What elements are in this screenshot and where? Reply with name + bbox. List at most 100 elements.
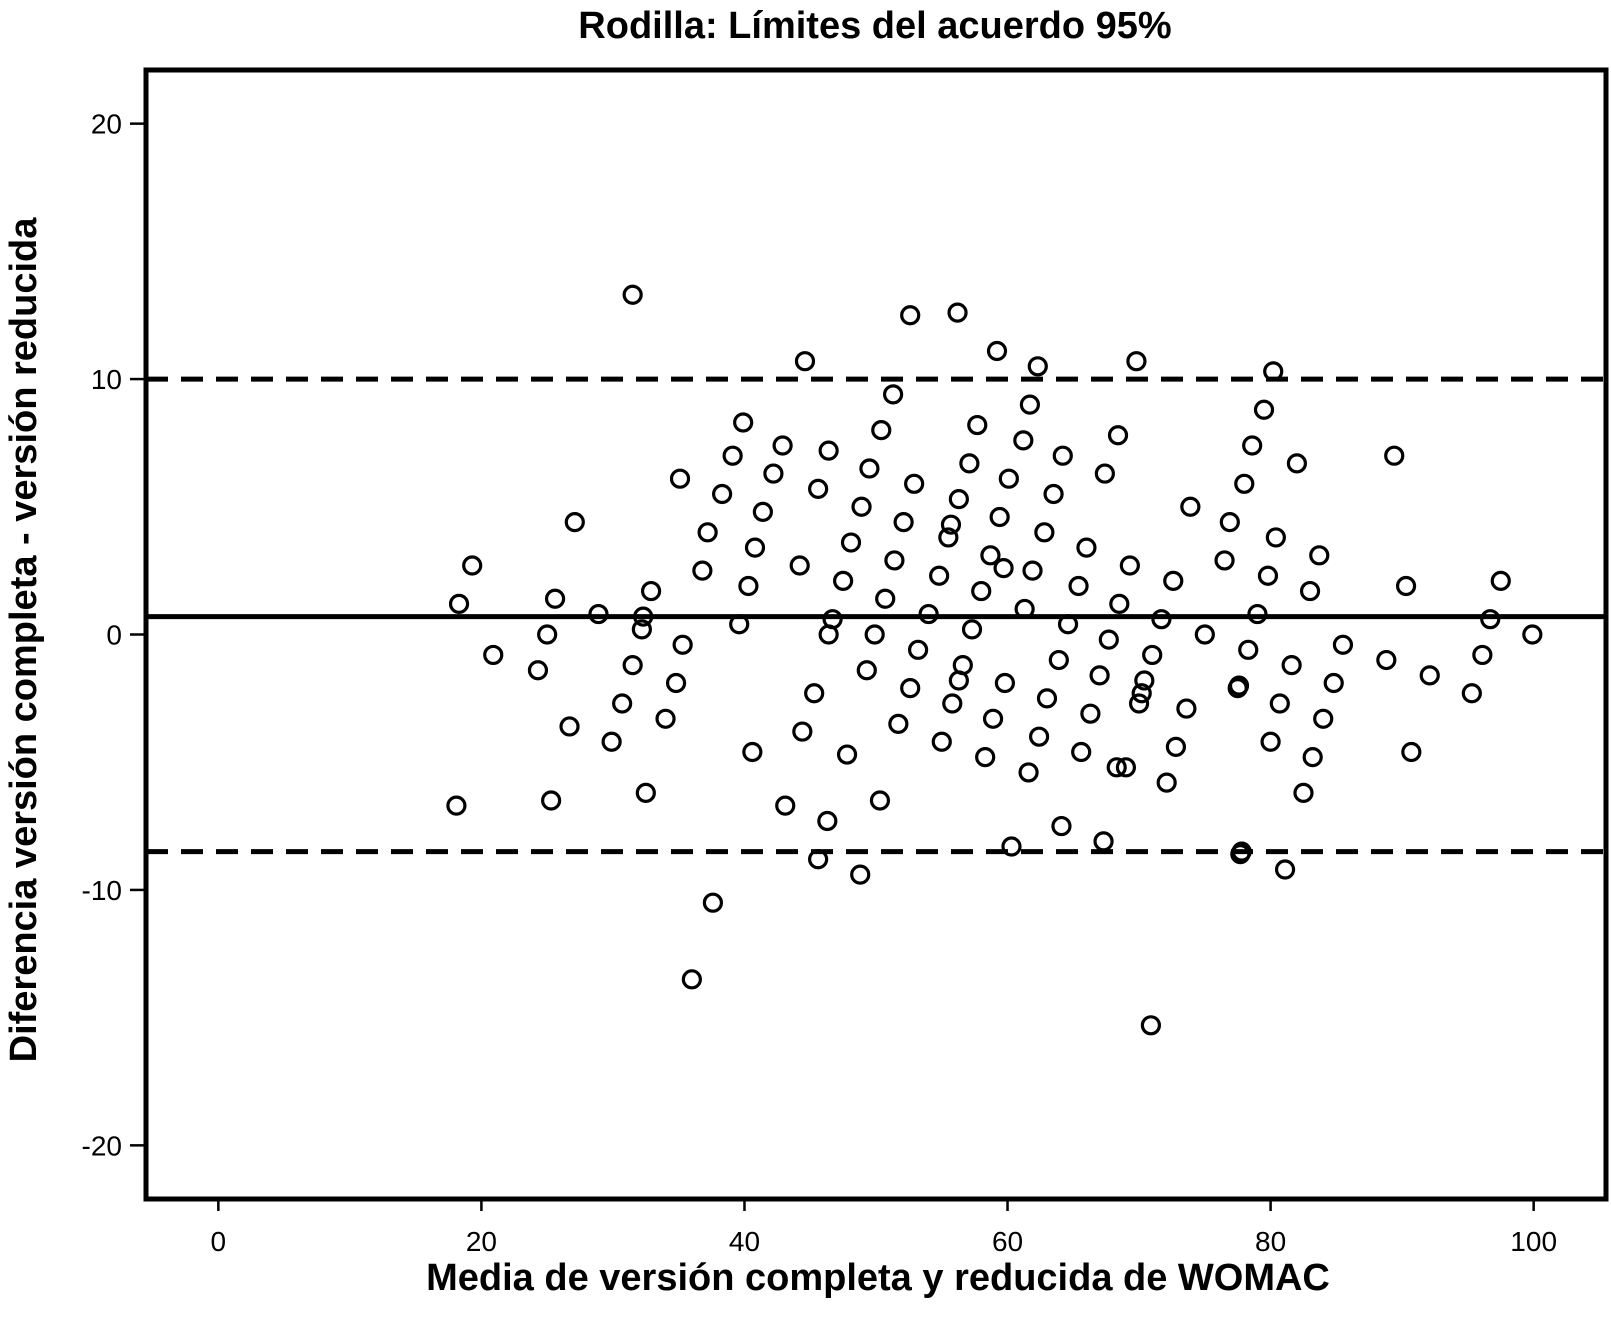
- data-point: [1048, 649, 1069, 671]
- data-point: [601, 731, 622, 752]
- data-point: [1227, 678, 1248, 699]
- data-point: [1194, 624, 1215, 645]
- data-point: [622, 655, 643, 676]
- data-point: [1214, 550, 1235, 571]
- data-point: [1242, 435, 1263, 456]
- data-point: [808, 478, 829, 500]
- data-point: [712, 483, 733, 505]
- data-point: [1115, 757, 1137, 778]
- data-point: [633, 606, 654, 627]
- data-point: [1052, 445, 1073, 466]
- data-point: [929, 565, 950, 586]
- data-point: [940, 514, 962, 535]
- data-point: [1001, 836, 1022, 857]
- data-point: [836, 744, 858, 765]
- data-point: [938, 527, 959, 548]
- data-point: [851, 496, 872, 517]
- data-point: [864, 624, 885, 645]
- data-point: [1269, 693, 1290, 714]
- data-point: [1472, 644, 1493, 666]
- data-point: [681, 969, 702, 990]
- data-point: [1080, 703, 1101, 724]
- data-point: [669, 468, 691, 489]
- data-point: [1253, 399, 1275, 420]
- data-point: [1176, 698, 1197, 719]
- data-point: [537, 624, 558, 645]
- data-point: [1376, 649, 1397, 671]
- data-point: [869, 790, 891, 811]
- data-point: [697, 522, 718, 543]
- x-tick-label: 100: [1510, 1226, 1557, 1257]
- data-point: [1107, 425, 1129, 446]
- y-axis-label: Diferencia versión completa - versión re…: [3, 217, 45, 1063]
- data-point: [907, 639, 929, 660]
- data-point: [1051, 815, 1072, 837]
- data-point: [1140, 1015, 1162, 1036]
- data-point: [763, 463, 784, 484]
- data-point: [1151, 609, 1172, 630]
- data-point: [1180, 496, 1201, 517]
- data-point: [665, 672, 687, 694]
- x-axis-label: Media de versión completa y reducida de …: [426, 1257, 1330, 1299]
- data-point: [1263, 361, 1284, 382]
- data-point: [888, 713, 909, 735]
- data-point: [612, 693, 633, 714]
- data-point: [1094, 463, 1115, 484]
- data-point: [692, 560, 713, 581]
- data-point: [1068, 575, 1089, 597]
- data-point: [900, 305, 921, 326]
- data-point: [1022, 560, 1043, 581]
- data-point: [948, 670, 969, 691]
- data-point: [588, 603, 609, 625]
- data-point: [884, 550, 905, 571]
- data-point: [840, 532, 862, 553]
- data-point: [986, 340, 1008, 362]
- data-point: [918, 603, 939, 625]
- data-point: [1034, 522, 1055, 543]
- data-point: [1014, 598, 1035, 620]
- data-point: [850, 864, 871, 885]
- plot-frame: [143, 67, 1609, 1202]
- data-point: [1384, 445, 1405, 466]
- data-point: [1126, 351, 1147, 372]
- data-point: [672, 634, 693, 655]
- data-point: [1419, 665, 1440, 686]
- data-point: [483, 644, 504, 666]
- data-point: [994, 672, 1016, 694]
- data-point: [1165, 736, 1186, 757]
- data-point: [635, 782, 656, 803]
- data-point: [959, 453, 980, 474]
- data-point: [893, 512, 914, 533]
- data-point: [1134, 670, 1155, 691]
- data-point: [967, 414, 988, 436]
- data-point: [559, 716, 580, 737]
- data-point: [1028, 726, 1050, 747]
- data-point: [1036, 688, 1058, 709]
- data-point: [1128, 693, 1150, 714]
- data-point: [980, 545, 1001, 566]
- data-point: [733, 412, 754, 433]
- data-point: [622, 284, 643, 305]
- data-point: [1089, 665, 1110, 686]
- data-point: [752, 501, 773, 522]
- data-point: [871, 420, 892, 441]
- data-point: [789, 555, 810, 576]
- data-point: [448, 593, 470, 614]
- axis-ticks: 0 20 40 60 80 100 -20 -10 0 10 20: [82, 109, 1557, 1257]
- x-tick-label: 80: [1255, 1226, 1286, 1257]
- data-point: [1480, 609, 1501, 630]
- data-point: [631, 619, 652, 640]
- data-point: [1395, 575, 1417, 597]
- x-tick-label: 20: [466, 1226, 497, 1257]
- plot-area: [143, 67, 1609, 1202]
- data-point: [1332, 634, 1354, 655]
- data-point: [1156, 772, 1177, 793]
- data-point: [1219, 512, 1240, 533]
- data-point: [1286, 453, 1308, 474]
- data-point: [931, 731, 952, 752]
- data-point: [989, 506, 1010, 528]
- data-point: [948, 489, 969, 510]
- data-point: [462, 555, 483, 576]
- data-point: [544, 588, 566, 609]
